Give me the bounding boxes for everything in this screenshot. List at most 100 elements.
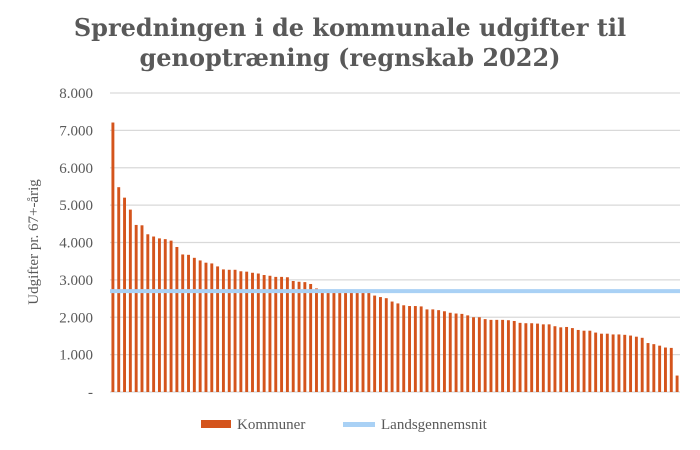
- bar: [268, 275, 272, 392]
- bar: [559, 327, 563, 392]
- bar: [303, 282, 307, 392]
- bar: [326, 290, 330, 392]
- y-tick-label: 5.000: [59, 198, 93, 214]
- bar: [239, 271, 243, 392]
- bar: [419, 306, 423, 392]
- bar: [640, 337, 644, 392]
- bar: [594, 332, 598, 392]
- y-tick-label: 2.000: [59, 310, 93, 326]
- bars: [111, 122, 679, 393]
- bar: [320, 289, 324, 392]
- bar: [111, 122, 115, 393]
- bar: [669, 347, 673, 392]
- bar: [128, 209, 132, 392]
- bar: [413, 306, 417, 392]
- y-tick-label: 6.000: [59, 161, 93, 177]
- bar: [256, 273, 260, 392]
- bar: [617, 334, 621, 392]
- bar: [262, 275, 266, 392]
- bar: [442, 311, 446, 392]
- bar: [367, 292, 371, 392]
- bar: [460, 313, 464, 392]
- bar: [547, 324, 551, 392]
- bar: [570, 328, 574, 392]
- bar: [233, 269, 237, 392]
- bar: [611, 334, 615, 392]
- bar: [600, 333, 603, 392]
- bar: [204, 262, 208, 392]
- bar: [332, 291, 336, 392]
- bar: [664, 347, 667, 392]
- bar: [536, 323, 539, 392]
- y-tick-label: 3.000: [59, 273, 93, 289]
- bar: [285, 277, 289, 392]
- bar: [251, 272, 254, 392]
- bar: [384, 298, 388, 392]
- bar: [216, 266, 220, 392]
- bar: [658, 345, 662, 392]
- bar: [454, 313, 458, 392]
- bar: [297, 281, 301, 392]
- y-tick-label: 7.000: [59, 123, 93, 139]
- bar: [576, 329, 580, 392]
- bar: [245, 271, 249, 392]
- bar: [512, 320, 516, 392]
- bar: [140, 225, 144, 392]
- bar: [349, 291, 353, 392]
- bar: [338, 291, 342, 392]
- bar: [123, 197, 126, 392]
- bar: [425, 309, 429, 392]
- bar: [355, 291, 359, 392]
- bar: [565, 326, 569, 392]
- bar: [274, 276, 278, 392]
- bar: [198, 260, 202, 392]
- y-tick-label: 8.000: [59, 86, 93, 102]
- bar: [518, 322, 522, 392]
- legend-swatch-kommuner: [201, 420, 231, 428]
- bar: [483, 319, 487, 392]
- legend: Kommuner Landsgennemsnit: [201, 417, 488, 433]
- bar: [652, 344, 656, 392]
- y-tick-label: -: [88, 385, 93, 401]
- bar: [623, 334, 627, 392]
- bar: [524, 323, 528, 392]
- bar: [448, 312, 452, 392]
- bar: [379, 297, 382, 392]
- bar: [373, 295, 377, 392]
- bar: [169, 240, 173, 392]
- chart-title-line-1: Spredningen i de kommunale udgifter til: [74, 13, 626, 42]
- bar: [163, 239, 167, 392]
- legend-label-landsgennemsnit: Landsgennemsnit: [381, 417, 488, 433]
- bar: [157, 238, 161, 392]
- bar: [227, 269, 231, 392]
- bar: [396, 303, 400, 392]
- bar: [361, 292, 365, 392]
- bar: [221, 269, 225, 392]
- bar: [506, 320, 510, 392]
- bar: [134, 224, 138, 392]
- bar: [530, 323, 534, 392]
- y-tick-label: 4.000: [59, 236, 93, 252]
- y-axis-label: Udgifter pr. 67+-årig: [26, 179, 42, 305]
- legend-swatch-landsgennemsnit: [343, 422, 375, 427]
- bar: [309, 283, 313, 392]
- bar: [291, 280, 295, 392]
- bar: [280, 276, 284, 392]
- bar: [466, 315, 470, 392]
- bar: [495, 319, 499, 392]
- bar: [646, 343, 650, 392]
- bar: [152, 236, 156, 392]
- bar: [315, 288, 318, 392]
- bar: [582, 330, 586, 392]
- bar: [477, 317, 481, 392]
- bar: [541, 324, 545, 392]
- y-axis-ticks: - 1.000 2.000 3.000 4.000 5.000 6.000 7.000 8.00…: [59, 86, 93, 401]
- bar: [437, 310, 441, 392]
- bar: [553, 326, 557, 392]
- bar: [605, 333, 609, 392]
- bar: [344, 291, 348, 392]
- bar: [675, 375, 679, 392]
- bar: [501, 319, 505, 392]
- bar: [390, 301, 394, 392]
